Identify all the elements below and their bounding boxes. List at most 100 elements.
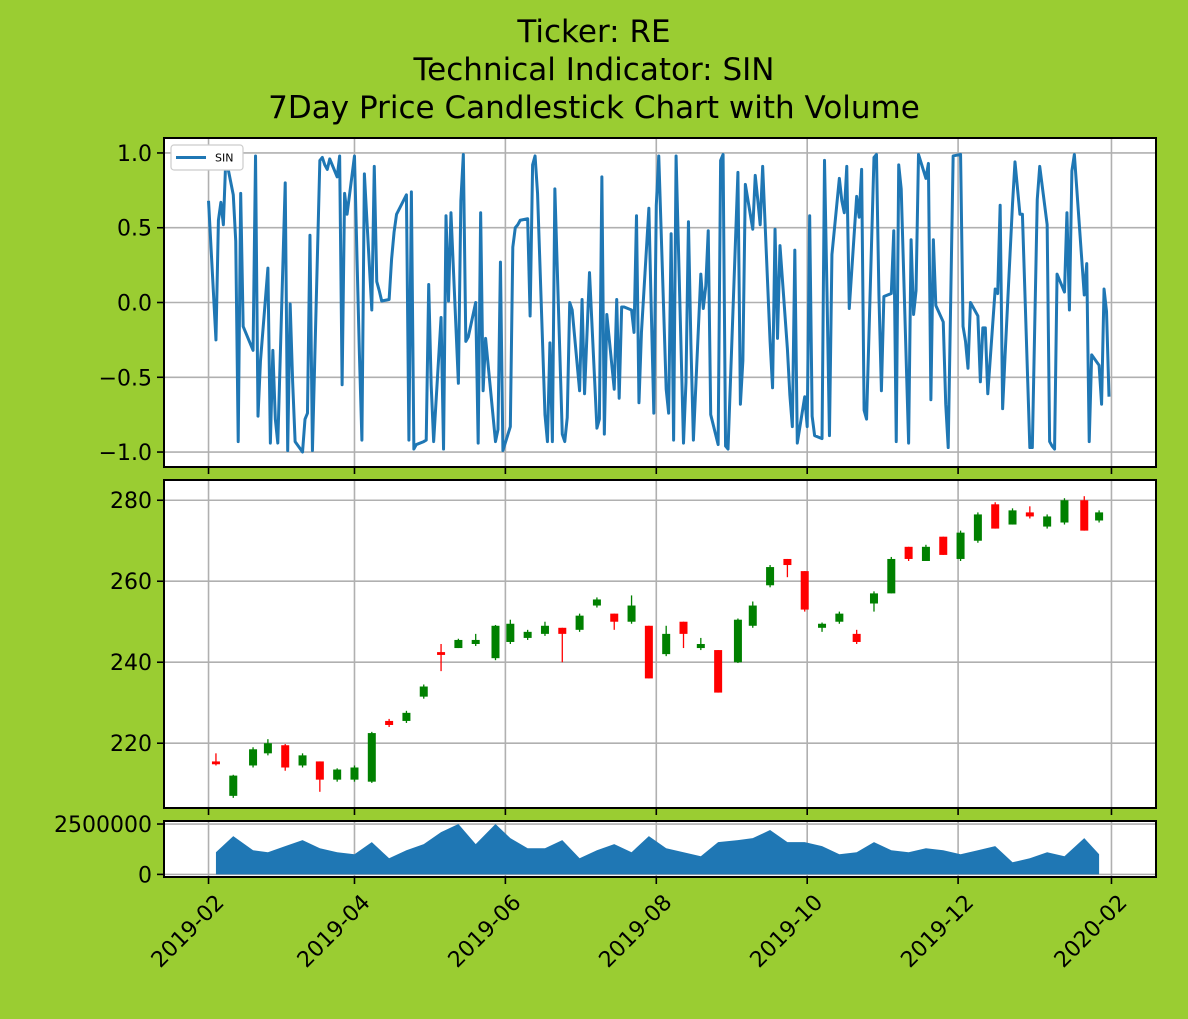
indicator-ytick-label: 1.0 (117, 142, 152, 167)
candle (350, 765, 359, 782)
candle-body-up (263, 743, 272, 754)
legend: SIN (170, 144, 244, 171)
candle (733, 618, 742, 664)
candle-body-down (939, 536, 948, 555)
chart-title-indicator: Technical Indicator: SIN (413, 52, 775, 88)
candle-body-up (887, 558, 896, 594)
candle (540, 621, 549, 636)
candle-body-down (385, 720, 394, 725)
candle (904, 546, 913, 561)
candle-body-up (298, 755, 307, 766)
candle-body-down (1025, 512, 1034, 517)
candle (385, 718, 394, 728)
candle-body-down (1080, 500, 1089, 531)
candle-body-up (662, 633, 671, 655)
candle (818, 622, 827, 632)
candle (281, 744, 290, 771)
candle-body-up (333, 769, 342, 780)
candle (523, 629, 532, 640)
candle-body-down (558, 627, 567, 634)
candle-body-down (211, 761, 220, 765)
candle-body-down (852, 633, 861, 642)
candle (367, 731, 376, 783)
chart-title-ticker: Ticker: RE (517, 14, 671, 50)
candle-body-down (679, 621, 688, 634)
price-ytick-label: 240 (110, 651, 152, 676)
candle (610, 613, 619, 630)
candle-body-up (471, 639, 480, 644)
candle-body-up (1008, 510, 1017, 525)
candle (800, 571, 809, 612)
candle-body-down (904, 546, 913, 559)
candle-body-up (419, 686, 428, 697)
candle (1080, 496, 1089, 531)
candle (506, 619, 515, 644)
candle (1008, 508, 1017, 525)
volume-frame (163, 820, 1157, 878)
price-frame (163, 479, 1157, 809)
candle (644, 625, 653, 679)
candle (869, 591, 878, 612)
candle-body-up (956, 532, 965, 559)
candle-body-up (506, 623, 515, 642)
candle (298, 753, 307, 768)
candle-body-down (437, 652, 446, 655)
candle (229, 774, 238, 798)
legend-box (170, 144, 244, 171)
volume-area (215, 824, 1100, 875)
date-tick-label: 2019-02 (147, 890, 230, 973)
candle (471, 633, 480, 647)
candle-body-up (592, 599, 601, 606)
candle (263, 739, 272, 756)
candle (939, 536, 948, 555)
candle-body-up (1060, 500, 1069, 523)
candle (333, 768, 342, 782)
sin-series-line (207, 152, 1111, 454)
candle-body-up (627, 605, 636, 622)
candle-body-up (748, 605, 757, 626)
volume-ytick-label: 2500000 (54, 813, 152, 838)
date-tick-label: 2019-08 (595, 890, 678, 973)
candle (211, 753, 220, 766)
candle (714, 650, 723, 693)
chart-title-description: 7Day Price Candlestick Chart with Volume (268, 90, 920, 126)
indicator-ytick-label: −1.0 (99, 441, 152, 466)
candle (783, 558, 792, 578)
indicator-panel: −1.0 −0.5 0.0 0.5 1.0 SIN (99, 137, 1157, 474)
candle (575, 613, 584, 632)
candle-body-up (869, 593, 878, 604)
date-tick-label: 2019-06 (444, 890, 527, 973)
candle-body-up (249, 749, 258, 766)
price-ytick-label: 220 (110, 732, 152, 757)
price-ytick-label: 260 (110, 570, 152, 595)
candle (973, 512, 982, 543)
candle-body-up (367, 733, 376, 782)
candle (437, 644, 446, 672)
candle-body-down (783, 558, 792, 566)
candle (249, 747, 258, 768)
candle-body-up (766, 567, 775, 586)
candle (627, 595, 636, 624)
candle-body-down (714, 650, 723, 693)
candle (852, 629, 861, 644)
candle (1060, 498, 1069, 525)
candle-body-up (402, 712, 411, 721)
date-tick-label: 2019-04 (293, 890, 376, 973)
indicator-ytick-label: 0.5 (117, 217, 152, 242)
candle-body-up (540, 625, 549, 634)
candle-body-up (733, 619, 742, 663)
candle (662, 625, 671, 657)
candle-body-up (575, 615, 584, 630)
candle (956, 530, 965, 561)
candle-body-down (800, 571, 809, 610)
candle (835, 611, 844, 624)
indicator-frame (163, 137, 1157, 468)
candle-body-up (835, 613, 844, 622)
price-ytick-label: 280 (110, 489, 152, 514)
candle-body-up (350, 767, 359, 780)
candle (558, 627, 567, 663)
candle (1043, 514, 1052, 529)
candle-body-up (229, 775, 238, 796)
